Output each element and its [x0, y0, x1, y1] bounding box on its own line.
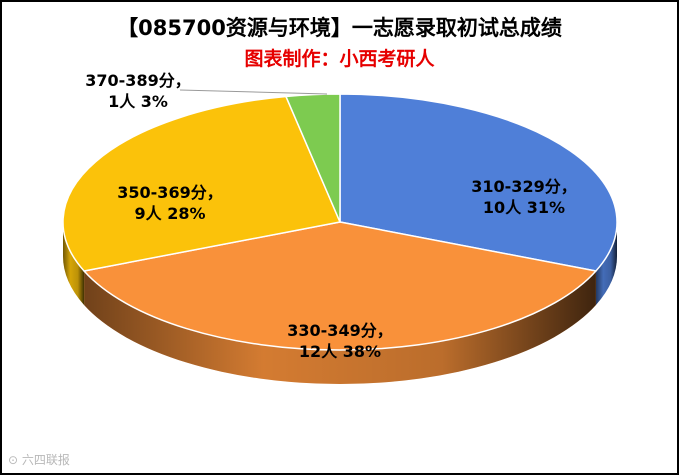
data-label-310-329-detail: 10人 31%	[482, 198, 566, 217]
data-label-310-329-range: 310-329分，	[471, 177, 577, 196]
data-label-370-389: 370-389分， 1人 3%	[68, 70, 208, 112]
data-label-350-369: 350-369分， 9人 28%	[100, 182, 240, 224]
pie-slice-310-329	[339, 93, 618, 272]
pie-side-shade-350-369	[63, 222, 85, 305]
watermark: ⊙ 六四联报	[8, 453, 70, 467]
data-label-350-369-detail: 9人 28%	[134, 204, 206, 223]
data-label-310-329: 310-329分， 10人 31%	[454, 176, 594, 218]
pie-side-shade-310-329	[595, 222, 617, 305]
data-label-370-389-range: 370-389分，	[85, 71, 191, 90]
data-label-330-349-detail: 12人 38%	[298, 342, 382, 361]
pie-side-shade-330-349	[84, 270, 596, 384]
data-label-350-369-range: 350-369分，	[117, 183, 223, 202]
pie-slice-330-349	[83, 221, 597, 351]
pie-slice-350-369	[62, 95, 341, 272]
data-label-330-349: 330-349分， 12人 38%	[265, 320, 415, 362]
data-label-370-389-detail: 1人 3%	[108, 92, 168, 111]
leader-line-370-389	[179, 89, 328, 95]
chart-subtitle: 图表制作：小西考研人	[244, 48, 435, 70]
pie-slice-370-389	[285, 93, 341, 223]
data-label-330-349-range: 330-349分，	[287, 321, 393, 340]
chart-title: 【085700资源与环境】一志愿录取初试总成绩	[117, 16, 562, 40]
